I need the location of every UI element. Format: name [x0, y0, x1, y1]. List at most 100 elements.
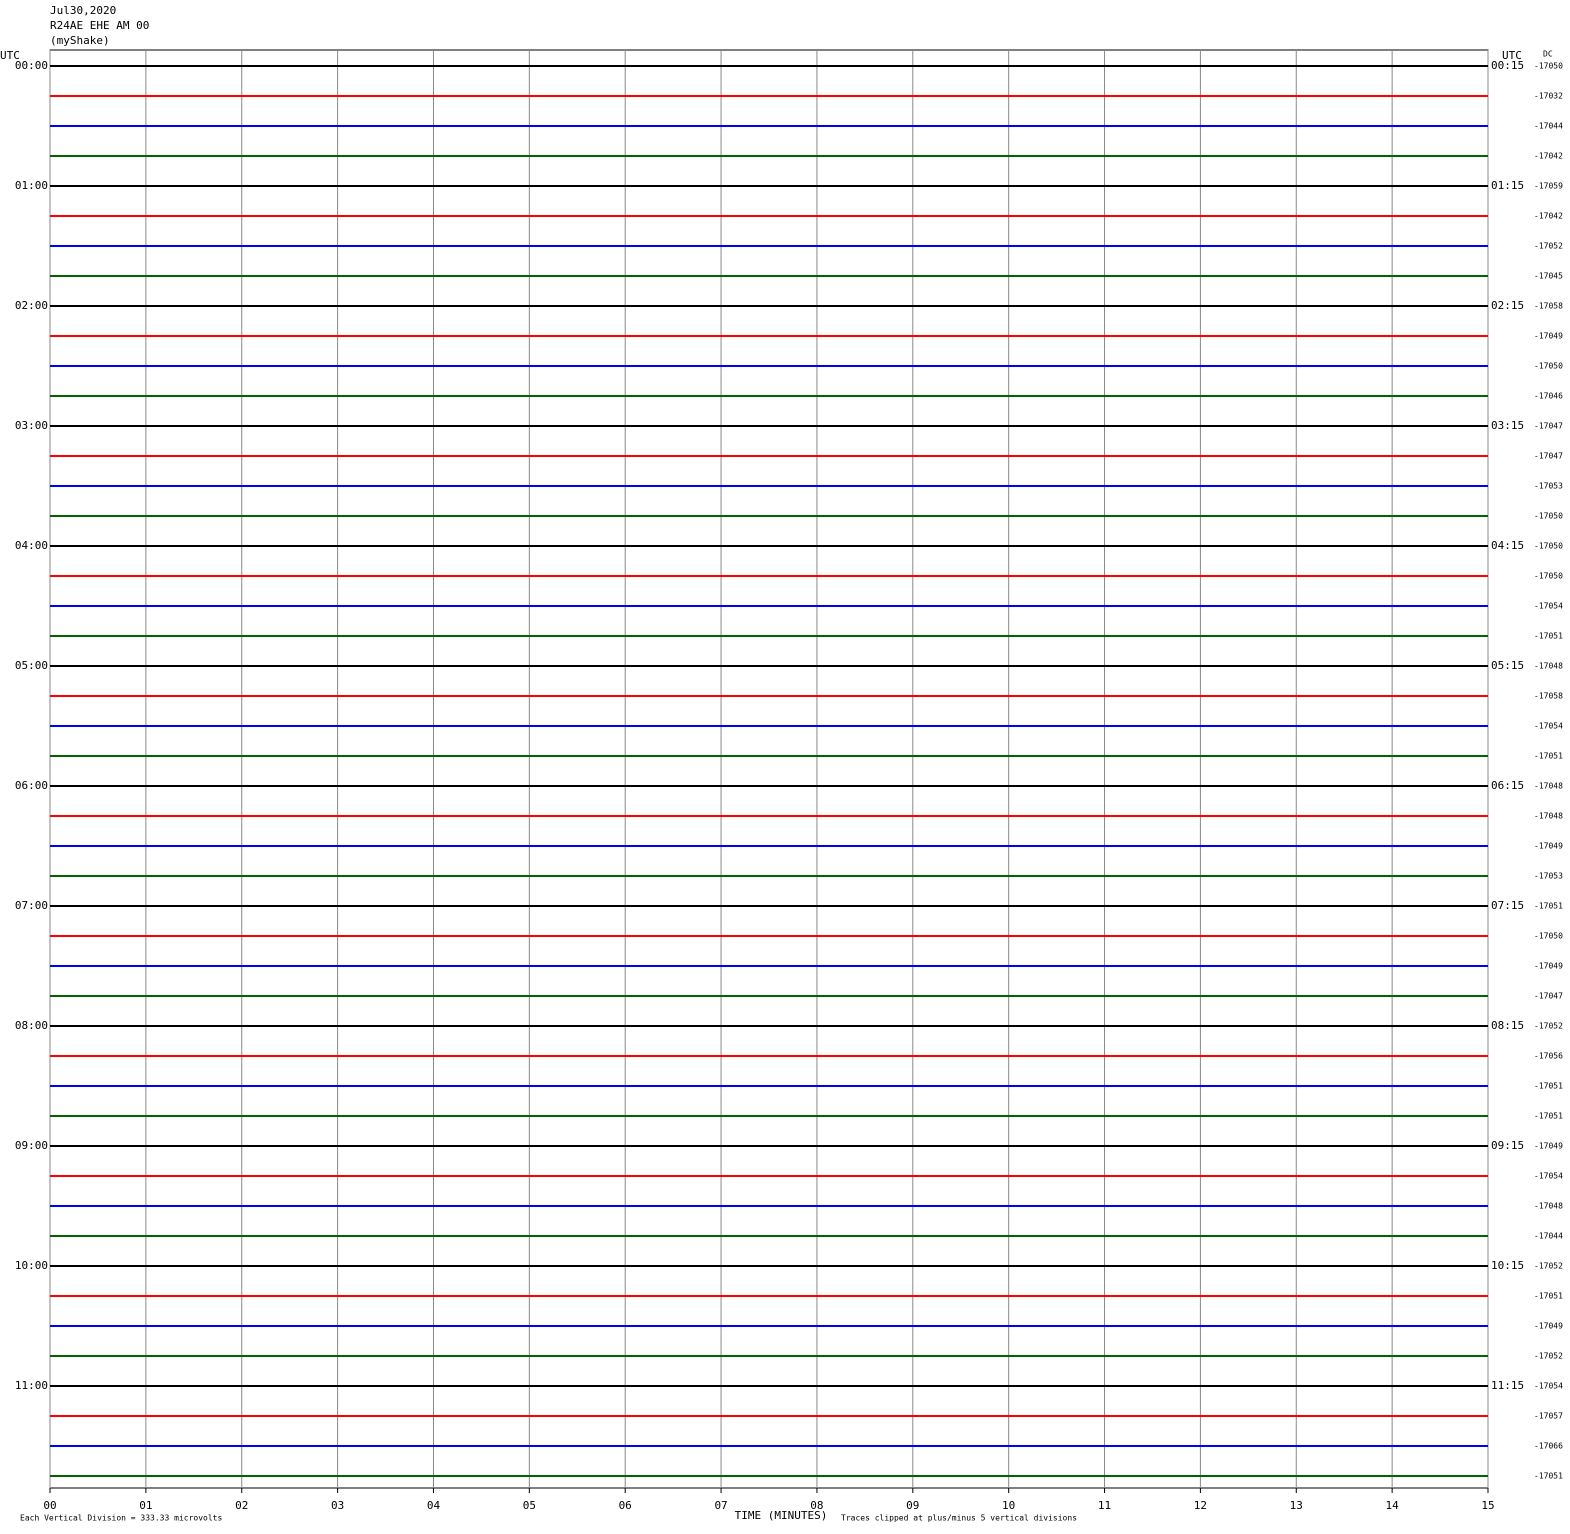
dc-value: -17047 — [1534, 452, 1563, 461]
x-tick-label: 12 — [1194, 1499, 1207, 1512]
right-time-label: 04:15 — [1491, 539, 1524, 552]
right-time-label: 01:15 — [1491, 179, 1524, 192]
date: Jul30,2020 — [50, 4, 116, 17]
dc-value: -17049 — [1534, 332, 1563, 341]
dc-value: -17051 — [1534, 1292, 1563, 1301]
x-tick-label: 13 — [1290, 1499, 1303, 1512]
dc-value: -17048 — [1534, 662, 1563, 671]
dc-value: -17050 — [1534, 572, 1563, 581]
dc-value: -17053 — [1534, 482, 1563, 491]
dc-value: -17044 — [1534, 122, 1563, 131]
left-time-label: 03:00 — [15, 419, 48, 432]
dc-value: -17052 — [1534, 1352, 1563, 1361]
left-time-label: 06:00 — [15, 779, 48, 792]
dc-value: -17066 — [1534, 1442, 1563, 1451]
right-time-label: 06:15 — [1491, 779, 1524, 792]
dc-value: -17042 — [1534, 212, 1563, 221]
dc-value: -17050 — [1534, 362, 1563, 371]
dc-value: -17057 — [1534, 1412, 1563, 1421]
dc-value: -17045 — [1534, 272, 1563, 281]
network: (myShake) — [50, 34, 110, 47]
left-time-label: 07:00 — [15, 899, 48, 912]
dc-value: -17050 — [1534, 932, 1563, 941]
x-tick-label: 05 — [523, 1499, 536, 1512]
x-tick-label: 06 — [619, 1499, 632, 1512]
dc-value: -17054 — [1534, 1172, 1563, 1181]
left-time-label: 00:00 — [15, 59, 48, 72]
right-axis-label: UTC — [1502, 49, 1522, 62]
right-time-label: 03:15 — [1491, 419, 1524, 432]
dc-value: -17049 — [1534, 962, 1563, 971]
dc-value: -17049 — [1534, 1322, 1563, 1331]
x-tick-label: 11 — [1098, 1499, 1111, 1512]
dc-value: -17047 — [1534, 992, 1563, 1001]
x-tick-label: 04 — [427, 1499, 441, 1512]
dc-value: -17054 — [1534, 602, 1563, 611]
dc-value: -17056 — [1534, 1052, 1563, 1061]
x-axis-label: TIME (MINUTES) — [735, 1509, 828, 1522]
x-tick-label: 00 — [43, 1499, 56, 1512]
x-tick-label: 10 — [1002, 1499, 1015, 1512]
station: R24AE EHE AM 00 — [50, 19, 149, 32]
dc-value: -17044 — [1534, 1232, 1563, 1241]
right-time-label: 07:15 — [1491, 899, 1524, 912]
left-axis-label: UTC — [0, 49, 20, 62]
left-time-label: 10:00 — [15, 1259, 48, 1272]
right-time-label: 11:15 — [1491, 1379, 1524, 1392]
dc-value: -17048 — [1534, 812, 1563, 821]
dc-value: -17051 — [1534, 1082, 1563, 1091]
dc-value: -17046 — [1534, 392, 1563, 401]
left-time-label: 08:00 — [15, 1019, 48, 1032]
dc-value: -17053 — [1534, 872, 1563, 881]
x-tick-label: 14 — [1386, 1499, 1400, 1512]
dc-value: -17051 — [1534, 632, 1563, 641]
x-tick-label: 07 — [714, 1499, 727, 1512]
dc-value: -17048 — [1534, 1202, 1563, 1211]
x-tick-label: 01 — [139, 1499, 152, 1512]
dc-value: -17051 — [1534, 1112, 1563, 1121]
x-tick-label: 15 — [1481, 1499, 1494, 1512]
right-time-label: 08:15 — [1491, 1019, 1524, 1032]
dc-value: -17048 — [1534, 782, 1563, 791]
plot-frame — [49, 49, 1489, 1489]
left-time-label: 04:00 — [15, 539, 48, 552]
dc-value: -17042 — [1534, 152, 1563, 161]
dc-value: -17050 — [1534, 62, 1563, 71]
dc-label: DC — [1543, 50, 1553, 59]
dc-value: -17051 — [1534, 902, 1563, 911]
x-tick-label: 08 — [810, 1499, 823, 1512]
dc-value: -17059 — [1534, 182, 1563, 191]
dc-value: -17052 — [1534, 1262, 1563, 1271]
right-time-label: 05:15 — [1491, 659, 1524, 672]
dc-value: -17051 — [1534, 1472, 1563, 1481]
left-time-label: 02:00 — [15, 299, 48, 312]
dc-value: -17049 — [1534, 1142, 1563, 1151]
dc-value: -17051 — [1534, 752, 1563, 761]
dc-value: -17058 — [1534, 302, 1563, 311]
dc-value: -17032 — [1534, 92, 1563, 101]
dc-value: -17050 — [1534, 512, 1563, 521]
right-time-label: 10:15 — [1491, 1259, 1524, 1272]
left-time-label: 01:00 — [15, 179, 48, 192]
scale-note: Each Vertical Division = 333.33 microvol… — [20, 1514, 222, 1523]
dc-value: -17049 — [1534, 842, 1563, 851]
dc-value: -17054 — [1534, 1382, 1563, 1391]
right-time-label: 00:15 — [1491, 59, 1524, 72]
left-time-label: 11:00 — [15, 1379, 48, 1392]
clip-note: Traces clipped at plus/minus 5 vertical … — [841, 1514, 1077, 1523]
dc-value: -17050 — [1534, 542, 1563, 551]
left-time-label: 05:00 — [15, 659, 48, 672]
dc-value: -17052 — [1534, 242, 1563, 251]
x-tick-label: 03 — [331, 1499, 344, 1512]
dc-value: -17054 — [1534, 722, 1563, 731]
x-tick-label: 02 — [235, 1499, 248, 1512]
left-time-label: 09:00 — [15, 1139, 48, 1152]
x-tick-label: 09 — [906, 1499, 919, 1512]
right-time-label: 09:15 — [1491, 1139, 1524, 1152]
dc-value: -17052 — [1534, 1022, 1563, 1031]
right-time-label: 02:15 — [1491, 299, 1524, 312]
dc-value: -17058 — [1534, 692, 1563, 701]
dc-value: -17047 — [1534, 422, 1563, 431]
